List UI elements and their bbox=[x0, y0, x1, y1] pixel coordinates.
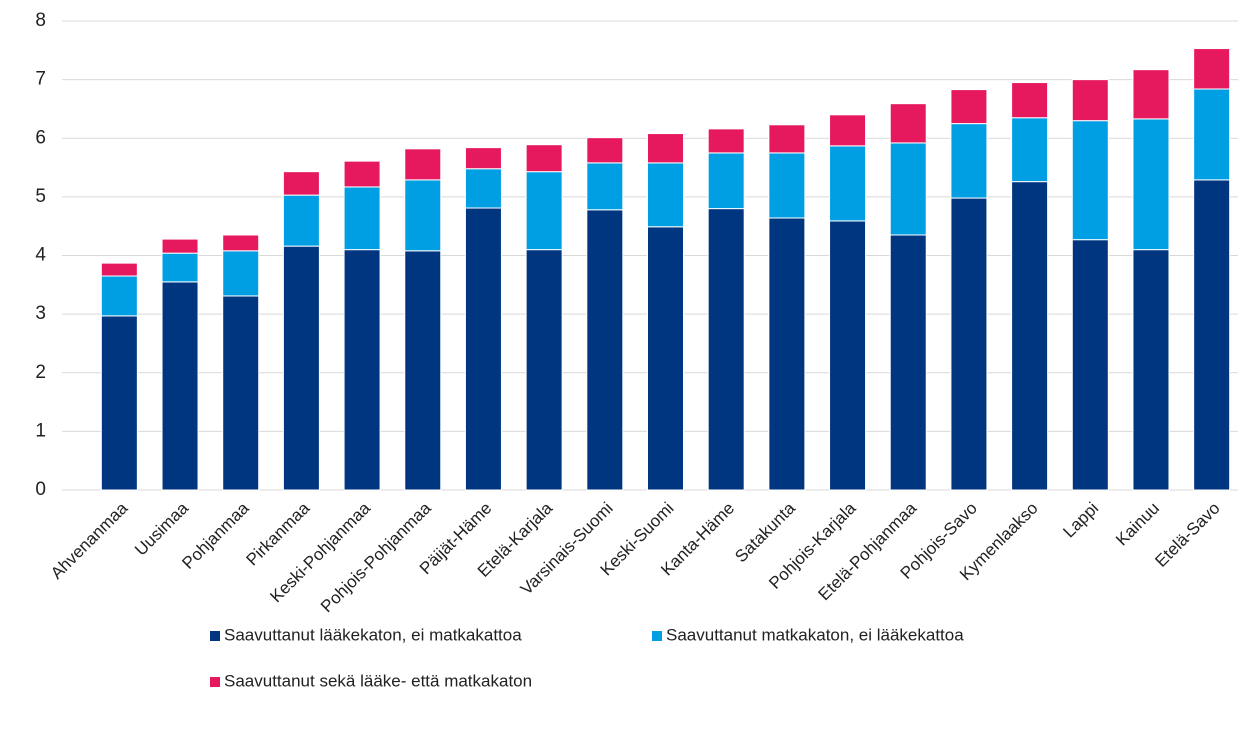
bar-segment bbox=[889, 234, 927, 491]
bar-segment bbox=[647, 133, 684, 164]
bar-segment bbox=[161, 238, 199, 254]
bar-segment bbox=[1071, 120, 1109, 241]
x-tick-label: Etelä-Savo bbox=[1151, 499, 1223, 571]
bar-segment bbox=[1132, 118, 1170, 251]
bar-segment bbox=[222, 295, 260, 491]
bar-segment bbox=[1011, 181, 1049, 491]
bar-segment bbox=[829, 114, 867, 147]
x-tick-label: Pohjois-Pohjanmaa bbox=[317, 498, 435, 616]
x-tick-label: Pohjanmaa bbox=[178, 498, 253, 573]
bar-segment bbox=[829, 220, 867, 491]
x-tick-label: Lappi bbox=[1059, 499, 1102, 542]
legend-label: Saavuttanut lääkekaton, ei matkakattoa bbox=[224, 625, 522, 644]
bar-segment bbox=[586, 162, 624, 211]
bar-segment bbox=[464, 168, 502, 209]
x-tick-label: Ahvenanmaa bbox=[47, 498, 132, 583]
bar-segment bbox=[343, 160, 381, 188]
bar-segment bbox=[829, 145, 867, 222]
bar-segment bbox=[1011, 117, 1049, 183]
bar-segment bbox=[464, 207, 502, 491]
bar-segment bbox=[1193, 88, 1231, 181]
x-tick-label: Kainuu bbox=[1112, 499, 1163, 550]
bar-segment bbox=[707, 128, 745, 154]
bar-segment bbox=[161, 281, 199, 491]
y-tick-label: 5 bbox=[35, 186, 46, 207]
bar-segment bbox=[525, 249, 563, 491]
bar-segment bbox=[1011, 82, 1049, 119]
legend-swatch bbox=[210, 631, 220, 641]
bar-segment bbox=[950, 123, 988, 199]
bar-segment bbox=[768, 217, 806, 491]
bar-segment bbox=[1132, 249, 1170, 491]
bar-segment bbox=[282, 171, 320, 196]
bar-segment bbox=[1193, 179, 1231, 491]
bar-segment bbox=[343, 186, 381, 251]
y-tick-label: 6 bbox=[35, 127, 46, 148]
legend-swatch bbox=[210, 677, 220, 687]
bar-segment bbox=[1071, 79, 1109, 122]
bar-segment bbox=[404, 148, 442, 181]
bar-segment bbox=[950, 197, 988, 491]
bar-segment bbox=[464, 147, 502, 170]
bar-segment bbox=[222, 250, 260, 297]
bar-segment bbox=[222, 234, 260, 252]
bar-segment bbox=[1132, 69, 1170, 120]
legend-label: Saavuttanut sekä lääke- että matkakaton bbox=[224, 671, 532, 690]
bar-segment bbox=[586, 137, 624, 164]
bar-segment bbox=[100, 262, 138, 277]
bar-segment bbox=[586, 209, 624, 491]
bar-segment bbox=[343, 249, 381, 491]
legend-swatch bbox=[652, 631, 662, 641]
bar-segment bbox=[161, 252, 199, 283]
x-tick-label: Keski-Pohjanmaa bbox=[266, 498, 374, 606]
y-tick-label: 0 bbox=[35, 479, 46, 500]
bar-segment bbox=[768, 152, 806, 219]
legend-label: Saavuttanut matkakaton, ei lääkekattoa bbox=[666, 625, 964, 644]
y-tick-label: 4 bbox=[35, 245, 46, 266]
x-tick-label: Uusimaa bbox=[131, 498, 192, 559]
bar-segment bbox=[282, 245, 320, 491]
bar-segment bbox=[282, 194, 320, 247]
bar-segment bbox=[525, 171, 563, 251]
y-tick-label: 8 bbox=[35, 10, 46, 31]
y-tick-label: 2 bbox=[35, 362, 46, 383]
bar-segment bbox=[647, 226, 684, 491]
bar-segment bbox=[100, 315, 138, 491]
y-tick-label: 7 bbox=[35, 69, 46, 90]
bar-segment bbox=[525, 144, 563, 173]
bar-segment bbox=[950, 89, 988, 125]
bar-segment bbox=[768, 124, 806, 154]
y-tick-label: 1 bbox=[35, 420, 46, 441]
bar-segment bbox=[404, 250, 442, 491]
bar-segment bbox=[404, 179, 442, 252]
bar-segment bbox=[889, 142, 927, 236]
bar-segment bbox=[707, 152, 745, 210]
bar-segment bbox=[707, 208, 745, 491]
y-tick-label: 3 bbox=[35, 303, 46, 324]
bar-segment bbox=[889, 103, 927, 144]
bar-segment bbox=[1193, 48, 1231, 90]
bar-segment bbox=[647, 162, 684, 228]
bar-segment bbox=[100, 275, 138, 317]
bar-segment bbox=[1071, 239, 1109, 491]
